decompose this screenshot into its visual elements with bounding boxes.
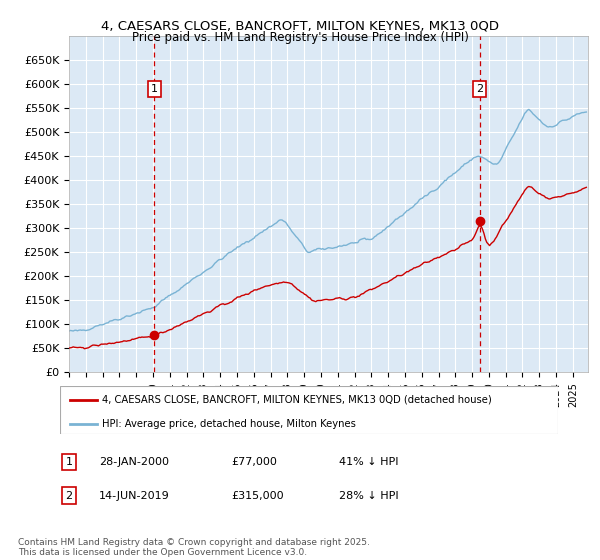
Text: 4, CAESARS CLOSE, BANCROFT, MILTON KEYNES, MK13 0QD: 4, CAESARS CLOSE, BANCROFT, MILTON KEYNE… (101, 20, 499, 32)
Text: Price paid vs. HM Land Registry's House Price Index (HPI): Price paid vs. HM Land Registry's House … (131, 31, 469, 44)
Text: Contains HM Land Registry data © Crown copyright and database right 2025.
This d: Contains HM Land Registry data © Crown c… (18, 538, 370, 557)
Text: 1: 1 (65, 457, 73, 467)
Text: 1: 1 (151, 84, 158, 94)
Text: 2: 2 (65, 491, 73, 501)
FancyBboxPatch shape (60, 386, 558, 434)
Text: 4, CAESARS CLOSE, BANCROFT, MILTON KEYNES, MK13 0QD (detached house): 4, CAESARS CLOSE, BANCROFT, MILTON KEYNE… (103, 395, 492, 405)
Text: 14-JUN-2019: 14-JUN-2019 (99, 491, 170, 501)
Text: 2: 2 (476, 84, 483, 94)
Text: £77,000: £77,000 (231, 457, 277, 467)
Text: HPI: Average price, detached house, Milton Keynes: HPI: Average price, detached house, Milt… (103, 418, 356, 428)
Text: 41% ↓ HPI: 41% ↓ HPI (339, 457, 398, 467)
Text: 28-JAN-2000: 28-JAN-2000 (99, 457, 169, 467)
Text: 28% ↓ HPI: 28% ↓ HPI (339, 491, 398, 501)
Text: £315,000: £315,000 (231, 491, 284, 501)
